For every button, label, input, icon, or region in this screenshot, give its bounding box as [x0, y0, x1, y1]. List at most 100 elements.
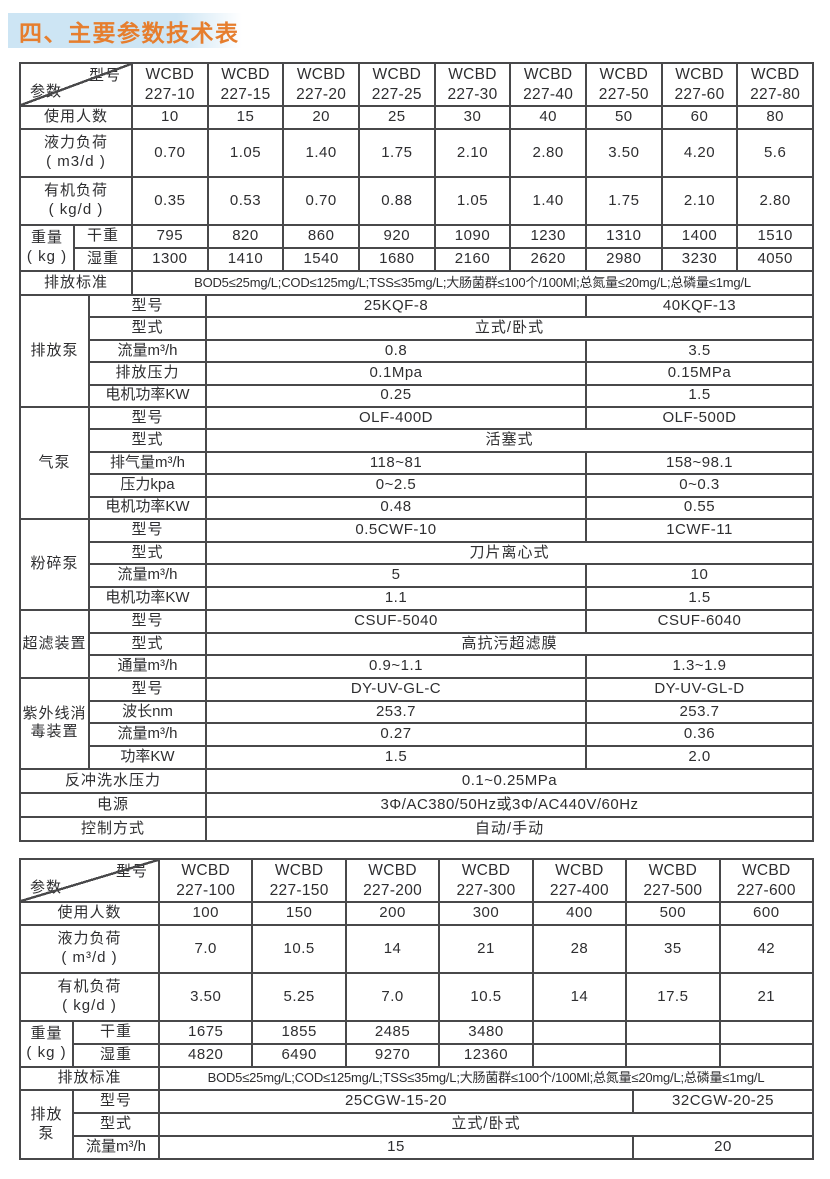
hydraulic-value: 5.6 [738, 130, 814, 178]
organic-value: 14 [533, 974, 628, 1022]
row-label: 液力负荷 ( m3/d ) [21, 130, 133, 178]
row-label: 排放标准 [21, 272, 133, 296]
value-right: 253.7 [587, 701, 814, 725]
wet-weight-label: 湿重 [75, 249, 133, 272]
hydraulic-load-row: 液力负荷 ( m³/d ) 7.0 10.5 14 21 28 35 42 [21, 926, 814, 974]
organic-value: 0.70 [284, 178, 360, 226]
row-label: 型式 [90, 633, 207, 657]
page-title: 四、主要参数技术表 [19, 19, 240, 46]
value-left: 15 [160, 1137, 634, 1160]
section-title-bar: 四、主要参数技术表 [8, 13, 242, 48]
organic-value: 1.75 [586, 178, 663, 226]
column-header: WCBD 227-25 [359, 64, 436, 107]
row-label: 流量m³/h [90, 724, 207, 748]
hydraulic-value: 35 [627, 926, 721, 974]
organic-value: 3.50 [160, 974, 254, 1022]
organic-value: 1.40 [511, 178, 587, 226]
row-label: 排放标准 [21, 1068, 160, 1091]
hydraulic-value: 10.5 [253, 926, 347, 974]
value-left: OLF-400D [207, 407, 587, 431]
section-group-label: 粉碎泵 [21, 519, 90, 611]
hydraulic-value: 1.75 [359, 130, 436, 178]
discharge-pump-section: 排放泵 型号 25KQF-8 40KQF-13 型式 立式/卧式 流量m³/h … [21, 296, 814, 408]
control-mode-value: 自动/手动 [207, 817, 814, 842]
wet-weight-value: 2160 [435, 249, 512, 272]
section-group-label: 排放泵 [21, 296, 90, 408]
row-label: 液力负荷 ( m³/d ) [21, 926, 160, 974]
wet-weight-value [720, 1045, 814, 1068]
discharge-standard-row: 排放标准 BOD5≤25mg/L;COD≤125mg/L;TSS≤35mg/L;… [21, 272, 814, 296]
value-right: 32CGW-20-25 [634, 1091, 814, 1114]
users-value: 50 [586, 107, 663, 130]
wet-weight-value: 1410 [208, 249, 285, 272]
value-left: 118~81 [207, 452, 587, 476]
row-label: 电机功率KW [90, 588, 207, 611]
hydraulic-value: 14 [346, 926, 441, 974]
value-right: 3.5 [587, 340, 814, 364]
hydraulic-value: 2.10 [435, 130, 512, 178]
value-right: 40KQF-13 [587, 296, 814, 319]
discharge-standard-value: BOD5≤25mg/L;COD≤125mg/L;TSS≤35mg/L;大肠菌群≤… [133, 272, 814, 296]
hydraulic-value: 1.05 [208, 130, 285, 178]
section-group-label: 气泵 [21, 407, 90, 520]
row-label: 波长nm [90, 701, 207, 725]
backwash-pressure-label: 反冲洗水压力 [21, 769, 207, 794]
discharge-standard-value: BOD5≤25mg/L;COD≤125mg/L;TSS≤35mg/L;大肠菌群≤… [160, 1068, 814, 1091]
dry-weight-value [627, 1022, 721, 1045]
users-row: 使用人数 10 15 20 25 30 40 50 60 80 [21, 107, 814, 130]
row-label: 型号 [90, 610, 207, 634]
users-value: 60 [662, 107, 739, 130]
hydraulic-load-row: 液力负荷 ( m3/d ) 0.70 1.05 1.40 1.75 2.10 2.80 3.… [21, 130, 814, 178]
column-header: WCBD 227-20 [284, 64, 360, 107]
corner-diagonal-cell: 型号 参数 [21, 64, 133, 107]
users-value: 200 [346, 903, 441, 926]
wet-weight-value [533, 1045, 628, 1068]
column-header: WCBD 227-80 [738, 64, 814, 107]
organic-value: 21 [720, 974, 814, 1022]
value-left: DY-UV-GL-C [207, 678, 587, 702]
column-header: WCBD 227-200 [346, 860, 441, 903]
row-label: 型号 [74, 1091, 160, 1114]
column-header: WCBD 227-60 [662, 64, 739, 107]
value-right: 0~0.3 [587, 475, 814, 498]
hydraulic-value: 42 [720, 926, 814, 974]
column-header: WCBD 227-15 [208, 64, 285, 107]
parameters-table-large-models: 型号 参数 WCBD 227-100 WCBD 227-150 WCBD 227-2… [19, 858, 814, 1160]
dry-weight-label: 干重 [74, 1022, 160, 1045]
organic-value: 2.10 [662, 178, 739, 226]
row-label: 功率KW [90, 747, 207, 770]
air-pump-section: 气泵 型号 OLF-400D OLF-500D 型式 活塞式 排气量m³/h 1… [21, 407, 814, 520]
section-group-label: 紫外线消 毒装置 [21, 678, 90, 770]
uv-disinfection-section: 紫外线消 毒装置 型号 DY-UV-GL-C DY-UV-GL-D 波长nm 2… [21, 678, 814, 770]
organic-value: 10.5 [440, 974, 534, 1022]
row-label: 电机功率KW [90, 385, 207, 408]
value-left: CSUF-5040 [207, 610, 587, 634]
column-header: WCBD 227-500 [627, 860, 721, 903]
wet-weight-value [627, 1045, 721, 1068]
hydraulic-value: 21 [440, 926, 534, 974]
section-group-label: 排放 泵 [21, 1091, 74, 1160]
value-right: 1.3~1.9 [587, 656, 814, 679]
organic-value: 0.88 [359, 178, 436, 226]
wet-weight-value: 1300 [133, 249, 209, 272]
value-right: 2.0 [587, 747, 814, 770]
wet-weight-value: 9270 [346, 1045, 441, 1068]
organic-value: 0.35 [133, 178, 209, 226]
hydraulic-value: 28 [533, 926, 628, 974]
wet-weight-label: 湿重 [74, 1045, 160, 1068]
row-label: 型号 [90, 678, 207, 702]
dry-weight-value: 920 [359, 226, 436, 249]
value-left: 0.5CWF-10 [207, 519, 587, 543]
value-left: 1.5 [207, 747, 587, 770]
value-left: 0.27 [207, 724, 587, 748]
wet-weight-value: 2980 [586, 249, 663, 272]
value-right: 0.36 [587, 724, 814, 748]
parameters-table-small-models: 型号 参数 WCBD 227-10 WCBD 227-15 WCBD 227-20 W… [19, 62, 814, 842]
value-left: 0~2.5 [207, 475, 587, 498]
value-span: 高抗污超滤膜 [207, 633, 814, 657]
value-left: 1.1 [207, 588, 587, 611]
ultrafiltration-section: 超滤装置 型号 CSUF-5040 CSUF-6040 型式 高抗污超滤膜 通量… [21, 610, 814, 679]
wet-weight-value: 12360 [440, 1045, 534, 1068]
column-header: WCBD 227-50 [586, 64, 663, 107]
row-label: 排气量m³/h [90, 452, 207, 476]
